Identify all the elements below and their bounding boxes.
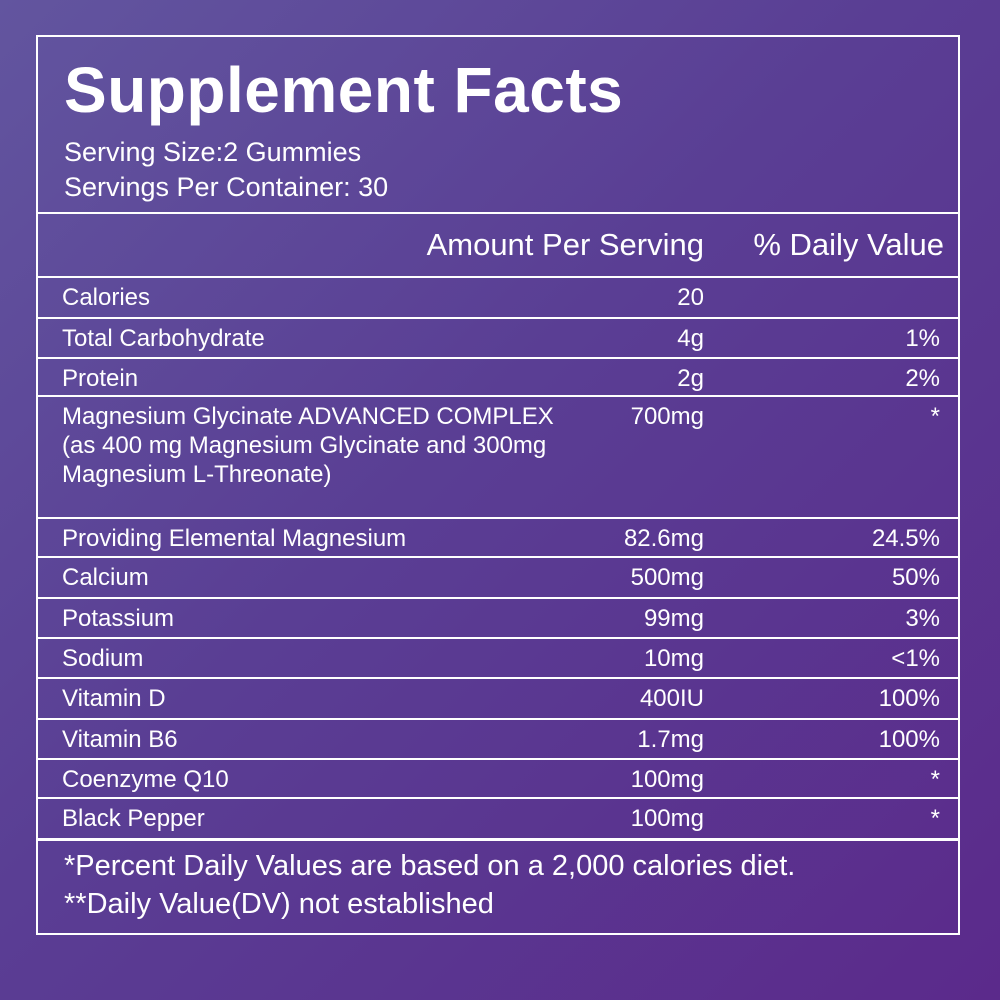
- daily-value: *: [930, 403, 940, 430]
- daily-value: *: [930, 805, 940, 832]
- daily-value: 50%: [891, 564, 940, 591]
- amount: 10mg: [643, 645, 704, 672]
- serving-size: Serving Size:2 Gummies: [64, 137, 362, 167]
- divider: [38, 677, 958, 679]
- divider: [38, 637, 958, 639]
- daily-value: 3%: [905, 605, 940, 632]
- daily-value: 1%: [905, 325, 940, 352]
- amount: 1.7mg: [637, 726, 704, 753]
- nutrient-name: Calories: [62, 284, 151, 311]
- nutrient-name: Calcium: [62, 564, 149, 591]
- footnote: **Daily Value(DV) not established: [64, 888, 494, 920]
- divider: [38, 276, 958, 278]
- amount: 4g: [677, 325, 704, 352]
- amount: 99mg: [643, 605, 704, 632]
- amount: 20: [677, 284, 704, 311]
- divider: [38, 838, 958, 841]
- divider: [38, 718, 958, 720]
- title: Supplement Facts: [64, 54, 624, 126]
- amount: 400IU: [639, 685, 704, 712]
- daily-value: 100%: [878, 726, 940, 753]
- nutrient-name: Coenzyme Q10: [62, 766, 229, 793]
- daily-value: <1%: [891, 645, 940, 672]
- amount: 82.6mg: [623, 525, 704, 552]
- daily-value: 24.5%: [871, 525, 940, 552]
- footnote: *Percent Daily Values are based on a 2,0…: [64, 850, 796, 882]
- nutrient-name: Magnesium Glycinate ADVANCED COMPLEX (as…: [62, 403, 554, 488]
- nutrient-name: Black Pepper: [62, 805, 205, 832]
- amount: 500mg: [630, 564, 704, 591]
- nutrient-name: Vitamin D: [62, 685, 166, 712]
- amount: 2g: [677, 365, 704, 392]
- column-header: Amount Per Serving: [426, 227, 704, 262]
- column-header: % Daily Value: [753, 227, 944, 262]
- nutrient-name: Protein: [62, 365, 139, 392]
- divider: [38, 797, 958, 799]
- amount: 700mg: [630, 403, 704, 430]
- amount: 100mg: [630, 805, 704, 832]
- divider: [38, 597, 958, 599]
- nutrient-name: Vitamin B6: [62, 726, 178, 753]
- daily-value: 2%: [905, 365, 940, 392]
- nutrient-name: Total Carbohydrate: [62, 325, 265, 352]
- divider: [38, 517, 958, 519]
- facts-panel: Supplement Facts Serving Size:2 Gummies …: [36, 35, 960, 935]
- divider: [38, 357, 958, 359]
- servings-per-container: Servings Per Container: 30: [64, 172, 389, 202]
- divider: [38, 212, 958, 214]
- nutrient-name: Sodium: [62, 645, 144, 672]
- amount: 100mg: [630, 766, 704, 793]
- daily-value: 100%: [878, 685, 940, 712]
- divider: [38, 395, 958, 397]
- divider: [38, 556, 958, 558]
- divider: [38, 758, 958, 760]
- daily-value: *: [930, 766, 940, 793]
- nutrient-name: Providing Elemental Magnesium: [62, 525, 407, 552]
- nutrient-name: Potassium: [62, 605, 175, 632]
- divider: [38, 317, 958, 319]
